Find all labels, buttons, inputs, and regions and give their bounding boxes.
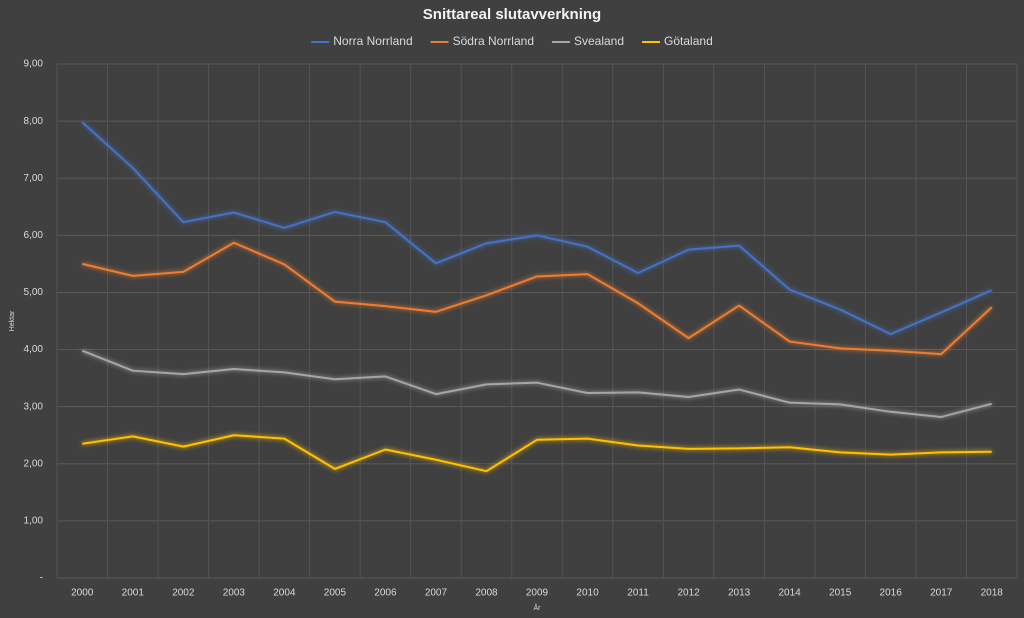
x-tick-label: 2011 [627, 588, 649, 599]
legend-label: Götaland [664, 34, 713, 48]
y-tick-label: 2,00 [24, 458, 44, 469]
y-tick-label: 9,00 [24, 59, 44, 70]
x-tick-label: 2002 [172, 588, 195, 599]
x-tick-label: 2010 [576, 588, 599, 599]
series-line [82, 434, 992, 473]
y-tick-label: 3,00 [24, 401, 44, 412]
x-tick-label: 2009 [526, 588, 549, 599]
legend: Norra Norrland Södra Norrland Svealand Göta… [311, 34, 713, 48]
x-tick-label: 2016 [880, 588, 903, 599]
x-tick-label: 2001 [122, 588, 145, 599]
x-tick-label: 2013 [728, 588, 751, 599]
y-tick-label: 8,00 [24, 116, 44, 127]
y-tick-label: 6,00 [24, 230, 44, 241]
x-tick-label: 2018 [981, 588, 1004, 599]
legend-label: Svealand [574, 34, 624, 48]
series-line [81, 121, 993, 336]
y-tick-label: 4,00 [24, 344, 44, 355]
x-tick-label: 2008 [475, 588, 498, 599]
y-axis-label: Hektar [9, 310, 16, 331]
x-tick-label: 2006 [374, 588, 397, 599]
chart-title: Snittareal slutavverkning [423, 6, 601, 23]
x-tick-label: 2015 [829, 588, 852, 599]
series-line [81, 349, 992, 418]
y-tick-label: - [40, 573, 43, 584]
series-line [82, 241, 993, 356]
x-tick-label: 2004 [273, 588, 296, 599]
x-tick-label: 2003 [223, 588, 246, 599]
y-tick-label: 5,00 [24, 287, 44, 298]
x-tick-label: 2012 [677, 588, 700, 599]
legend-label: Södra Norrland [453, 34, 534, 48]
x-tick-label: 2005 [324, 588, 347, 599]
y-tick-label: 7,00 [24, 173, 44, 184]
x-tick-label: 2017 [930, 588, 953, 599]
x-tick-label: 2007 [425, 588, 448, 599]
x-axis-label: År [534, 603, 542, 612]
x-tick-label: 2000 [71, 588, 94, 599]
legend-label: Norra Norrland [333, 34, 412, 48]
y-tick-label: 1,00 [24, 516, 44, 527]
x-tick-label: 2014 [779, 588, 802, 599]
